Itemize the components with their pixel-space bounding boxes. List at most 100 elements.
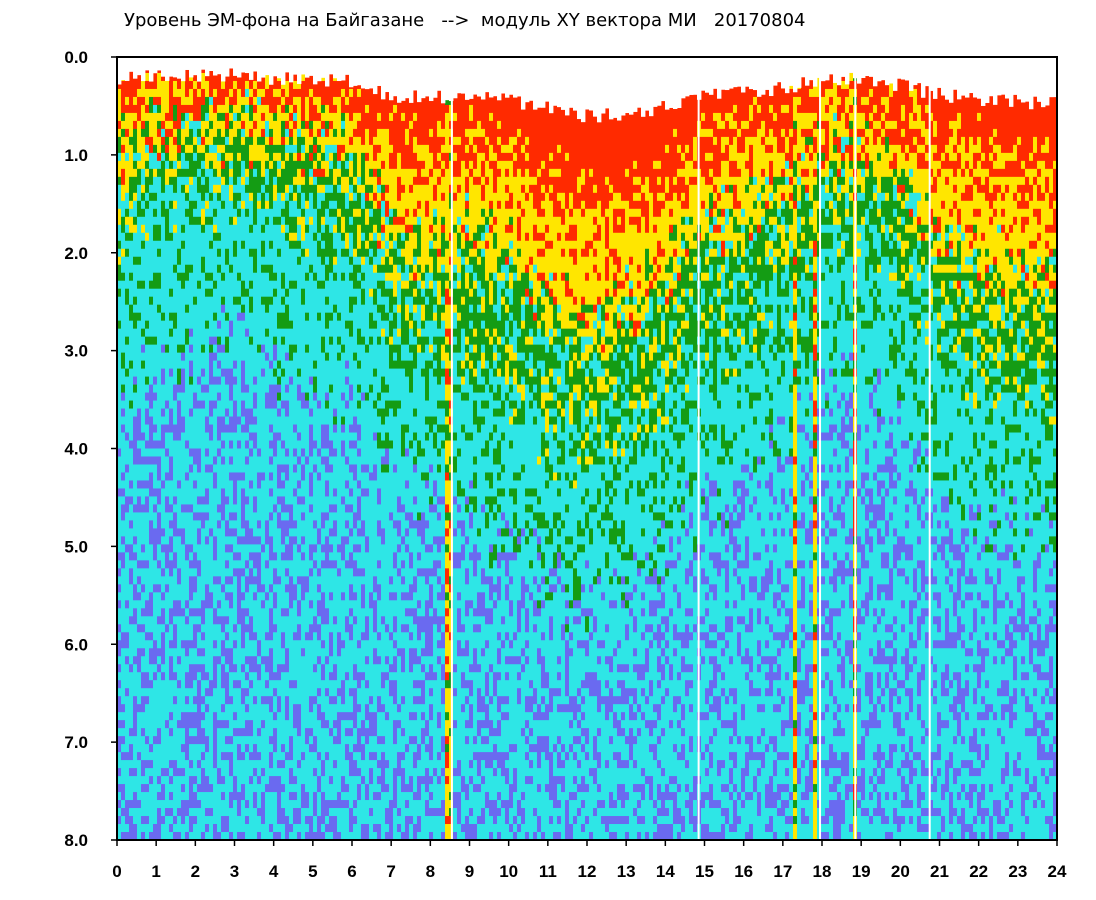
heatmap-cell bbox=[161, 832, 166, 841]
heatmap-cell bbox=[117, 176, 122, 186]
heatmap-cell bbox=[157, 512, 162, 521]
heatmap-cell bbox=[205, 584, 210, 593]
heatmap-cell bbox=[201, 96, 206, 106]
heatmap-cell bbox=[165, 768, 170, 777]
heatmap-cell bbox=[141, 416, 146, 425]
heatmap-cell bbox=[257, 256, 262, 266]
heatmap-cell bbox=[261, 760, 266, 769]
heatmap-cell bbox=[249, 120, 254, 130]
heatmap-cell bbox=[177, 592, 182, 601]
heatmap-cell bbox=[245, 80, 250, 90]
heatmap-cell bbox=[165, 720, 170, 729]
heatmap-cell bbox=[161, 280, 166, 290]
heatmap-cell bbox=[181, 592, 186, 601]
heatmap-cell bbox=[241, 160, 246, 170]
heatmap-cell bbox=[125, 160, 130, 170]
heatmap-cell bbox=[149, 264, 154, 274]
heatmap-cell bbox=[157, 104, 162, 114]
heatmap-cell bbox=[197, 304, 202, 314]
heatmap-cell bbox=[161, 672, 166, 681]
heatmap-cell bbox=[285, 776, 290, 785]
heatmap-cell bbox=[173, 320, 178, 330]
heatmap-cell bbox=[301, 88, 306, 98]
heatmap-cell bbox=[209, 152, 214, 162]
heatmap-cell bbox=[273, 264, 278, 274]
heatmap-cell bbox=[285, 168, 290, 178]
heatmap-cell bbox=[265, 784, 270, 793]
heatmap-cell bbox=[281, 128, 286, 138]
heatmap-cell bbox=[281, 208, 286, 218]
heatmap-cell bbox=[313, 200, 318, 210]
heatmap-cell bbox=[157, 344, 162, 354]
heatmap-cell bbox=[233, 280, 238, 290]
heatmap-cell bbox=[173, 800, 178, 809]
heatmap-cell bbox=[157, 648, 162, 657]
heatmap-cell bbox=[277, 192, 282, 202]
heatmap-cell bbox=[281, 392, 286, 401]
heatmap-cell bbox=[145, 88, 150, 98]
heatmap-cell bbox=[117, 320, 122, 330]
heatmap-cell bbox=[309, 328, 314, 338]
heatmap-cell bbox=[193, 528, 198, 537]
heatmap-cell bbox=[121, 704, 126, 713]
heatmap-cell bbox=[257, 352, 262, 362]
heatmap-cell bbox=[249, 616, 254, 625]
heatmap-cell bbox=[193, 368, 198, 377]
heatmap-cell bbox=[129, 392, 134, 401]
heatmap-cell bbox=[121, 80, 126, 90]
heatmap-cell bbox=[301, 416, 306, 425]
heatmap-cell bbox=[225, 72, 230, 82]
heatmap-cell bbox=[117, 304, 122, 314]
heatmap-cell bbox=[265, 272, 270, 282]
heatmap-cell bbox=[293, 576, 298, 585]
heatmap-cell bbox=[289, 496, 294, 505]
heatmap-cell bbox=[261, 512, 266, 521]
heatmap-cell bbox=[225, 480, 230, 489]
heatmap-cell bbox=[297, 384, 302, 393]
heatmap-cell bbox=[301, 384, 306, 393]
heatmap-cell bbox=[137, 648, 142, 657]
heatmap-cell bbox=[209, 232, 214, 242]
heatmap-cell bbox=[193, 800, 198, 809]
heatmap-cell bbox=[269, 544, 274, 553]
heatmap-cell bbox=[269, 496, 274, 505]
heatmap-cell bbox=[125, 224, 130, 234]
heatmap-cell bbox=[193, 152, 198, 162]
heatmap-cell bbox=[193, 568, 198, 577]
heatmap-cell bbox=[169, 392, 174, 401]
heatmap-cell bbox=[297, 144, 302, 154]
heatmap-cell bbox=[197, 752, 202, 761]
heatmap-cell bbox=[293, 704, 298, 713]
heatmap-cell bbox=[161, 376, 166, 385]
heatmap-cell bbox=[313, 664, 318, 673]
heatmap-cell bbox=[245, 760, 250, 769]
heatmap-cell bbox=[181, 416, 186, 425]
heatmap-cell bbox=[217, 216, 222, 226]
heatmap-cell bbox=[309, 816, 314, 825]
heatmap-cell bbox=[233, 520, 238, 529]
heatmap-cell bbox=[297, 672, 302, 681]
heatmap-cell bbox=[149, 176, 154, 186]
heatmap-cell bbox=[289, 336, 294, 346]
heatmap-cell bbox=[141, 832, 146, 841]
heatmap-cell bbox=[217, 376, 222, 385]
heatmap-cell bbox=[265, 336, 270, 346]
heatmap-cell bbox=[165, 656, 170, 665]
heatmap-cell bbox=[217, 296, 222, 306]
heatmap-cell bbox=[137, 400, 142, 409]
heatmap-cell bbox=[269, 152, 274, 162]
heatmap-cell bbox=[281, 160, 286, 170]
heatmap-cell bbox=[281, 512, 286, 521]
heatmap-cell bbox=[157, 536, 162, 545]
heatmap-cell bbox=[309, 352, 314, 362]
heatmap-cell bbox=[309, 368, 314, 377]
heatmap-cell bbox=[237, 208, 242, 218]
heatmap-cell bbox=[249, 144, 254, 154]
heatmap-cell bbox=[141, 200, 146, 210]
heatmap-cell bbox=[117, 472, 122, 481]
heatmap-cell bbox=[249, 336, 254, 346]
heatmap-cell bbox=[257, 328, 262, 338]
heatmap-cell bbox=[277, 512, 282, 521]
heatmap-cell bbox=[217, 648, 222, 657]
heatmap-cell bbox=[273, 224, 278, 234]
